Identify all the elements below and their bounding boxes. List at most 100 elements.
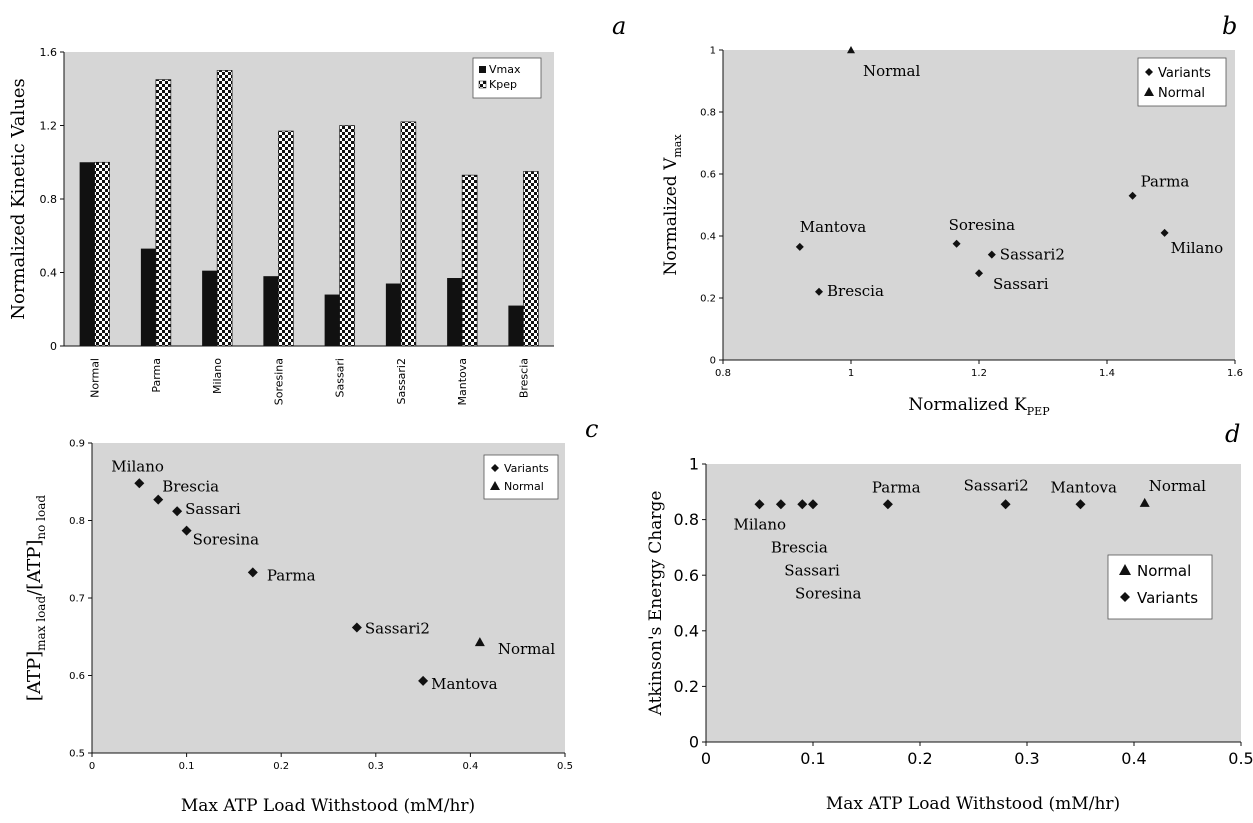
legend-label-variants: Variants bbox=[1158, 66, 1211, 81]
legend-swatch-kpep bbox=[478, 80, 487, 89]
point-label-soresina: Soresina bbox=[193, 531, 260, 549]
legend-label-kpep: Kpep bbox=[489, 78, 517, 91]
ytick-label-d: 0 bbox=[689, 733, 699, 752]
legend-marker-variants bbox=[1120, 592, 1130, 602]
xtick-label-d: 0.1 bbox=[800, 749, 825, 768]
point-label-mantova: Mantova bbox=[431, 675, 497, 693]
bar-vmax-sassari bbox=[324, 294, 340, 346]
point-label-sassari: Sassari bbox=[185, 500, 241, 518]
legend-label-vmax: Vmax bbox=[489, 63, 521, 76]
panel-letter-d: d bbox=[1225, 420, 1240, 448]
legend-marker-variants bbox=[491, 464, 499, 472]
bar-vmax-normal bbox=[79, 162, 95, 346]
bar-vmax-brescia bbox=[508, 305, 524, 346]
point-soresina bbox=[808, 499, 818, 510]
panel-b-scatter: 0.8 1 1.2 1.4 1.6 0 0.2 0.4 0.6 0.8 1 Parma Milano S… bbox=[661, 46, 1243, 419]
point-label-milano: Milano bbox=[1171, 239, 1224, 257]
point-label-brescia: Brescia bbox=[771, 538, 828, 556]
point-mantova bbox=[795, 242, 804, 251]
legend-marker-normal bbox=[1119, 564, 1131, 575]
panel-letter-b: b bbox=[1222, 12, 1237, 40]
ytick-label-a: 0 bbox=[50, 340, 57, 353]
point-mantova bbox=[1075, 499, 1086, 510]
ytick-label-b: 1 bbox=[710, 46, 716, 57]
point-label-sassari2: Sassari2 bbox=[964, 476, 1029, 494]
point-normal bbox=[1139, 497, 1150, 507]
ytick-label-d: 0.6 bbox=[674, 566, 699, 585]
ytick-label-a: 0.8 bbox=[40, 193, 58, 206]
legend-d: Normal Variants bbox=[1107, 554, 1213, 620]
panel-letter-a: a bbox=[612, 12, 626, 40]
point-milano bbox=[134, 478, 145, 489]
bar-kpep-milano bbox=[216, 70, 233, 347]
xtick-label-c: 0 bbox=[89, 761, 95, 772]
point-parma bbox=[882, 499, 893, 510]
point-label-mantova: Mantova bbox=[1051, 478, 1117, 496]
legend-swatch-vmax bbox=[479, 66, 486, 73]
ylabel-b: Normalized Vmax bbox=[661, 134, 684, 276]
xlabel-b: Normalized KPEP bbox=[908, 395, 1050, 418]
point-label-sassari2: Sassari2 bbox=[365, 619, 430, 637]
point-sassari2 bbox=[351, 622, 362, 633]
point-mantova bbox=[418, 675, 429, 686]
xtick-label-normal: Normal bbox=[89, 358, 102, 398]
ytick-label-d: 0.4 bbox=[674, 621, 699, 640]
point-label-normal: Normal bbox=[863, 62, 920, 80]
legend-label-variants: Variants bbox=[1137, 589, 1198, 607]
xtick-label-brescia: Brescia bbox=[517, 358, 530, 398]
ytick-label-b: 0.8 bbox=[700, 108, 716, 119]
ytick-label-c: 0.7 bbox=[69, 594, 85, 605]
xtick-label-c: 0.2 bbox=[273, 761, 289, 772]
point-label-parma: Parma bbox=[1141, 173, 1190, 191]
legend-c: Variants Normal bbox=[483, 454, 559, 500]
bar-vmax-soresina bbox=[263, 276, 279, 346]
ylabel-c: [ATP]max load/[ATP]no load bbox=[24, 495, 48, 701]
ytick-label-a: 1.6 bbox=[40, 46, 58, 59]
point-sassari2 bbox=[987, 250, 996, 259]
point-label-sassari2: Sassari2 bbox=[1000, 246, 1065, 264]
xtick-label-b: 1 bbox=[848, 368, 854, 379]
point-parma bbox=[247, 567, 258, 578]
xtick-label-sassari2: Sassari2 bbox=[395, 358, 408, 405]
panel-a-bar-chart: Normal Parma Milano Soresina Sassari Sassari2… bbox=[8, 46, 554, 406]
xtick-label-parma: Parma bbox=[150, 358, 163, 393]
point-label-milano: Milano bbox=[734, 515, 787, 533]
bar-vmax-parma bbox=[140, 248, 156, 346]
xtick-label-d: 0.5 bbox=[1228, 749, 1253, 768]
bar-kpep-brescia bbox=[523, 171, 539, 347]
point-label-normal: Normal bbox=[498, 640, 555, 658]
legend-label-normal: Normal bbox=[1158, 86, 1205, 101]
xtick-label-mantova: Mantova bbox=[456, 358, 469, 406]
xtick-label-b: 0.8 bbox=[715, 368, 731, 379]
legend-marker-variants bbox=[1145, 68, 1153, 76]
xtick-label-soresina: Soresina bbox=[272, 358, 285, 405]
point-label-parma: Parma bbox=[872, 478, 921, 496]
point-label-parma: Parma bbox=[267, 566, 316, 584]
point-soresina bbox=[952, 239, 961, 248]
xtick-label-d: 0.3 bbox=[1014, 749, 1039, 768]
ytick-label-d: 0.8 bbox=[674, 510, 699, 529]
legend-marker-normal bbox=[1144, 87, 1154, 96]
point-label-brescia: Brescia bbox=[827, 282, 884, 300]
xlabel-d: Max ATP Load Withstood (mM/hr) bbox=[826, 794, 1120, 814]
bar-kpep-normal bbox=[94, 161, 110, 347]
bar-vmax-sassari2 bbox=[385, 283, 401, 346]
legend-label-normal: Normal bbox=[504, 480, 544, 493]
bar-vmax-mantova bbox=[447, 278, 463, 346]
ytick-label-b: 0.4 bbox=[700, 232, 716, 243]
point-milano bbox=[754, 499, 765, 510]
xtick-label-d: 0.2 bbox=[907, 749, 932, 768]
xtick-label-sassari: Sassari bbox=[334, 358, 347, 398]
bar-kpep-sassari2 bbox=[400, 121, 417, 347]
ytick-label-d: 1 bbox=[689, 455, 699, 474]
bar-vmax-milano bbox=[202, 270, 218, 346]
point-normal bbox=[847, 46, 855, 54]
ytick-label-c: 0.6 bbox=[69, 671, 85, 682]
legend-label-normal: Normal bbox=[1137, 562, 1191, 580]
ytick-label-a: 0.4 bbox=[40, 267, 58, 280]
point-brescia bbox=[153, 494, 164, 505]
point-sassari bbox=[797, 499, 808, 510]
point-label-soresina: Soresina bbox=[795, 584, 862, 602]
legend-b: Variants Normal bbox=[1137, 57, 1227, 107]
